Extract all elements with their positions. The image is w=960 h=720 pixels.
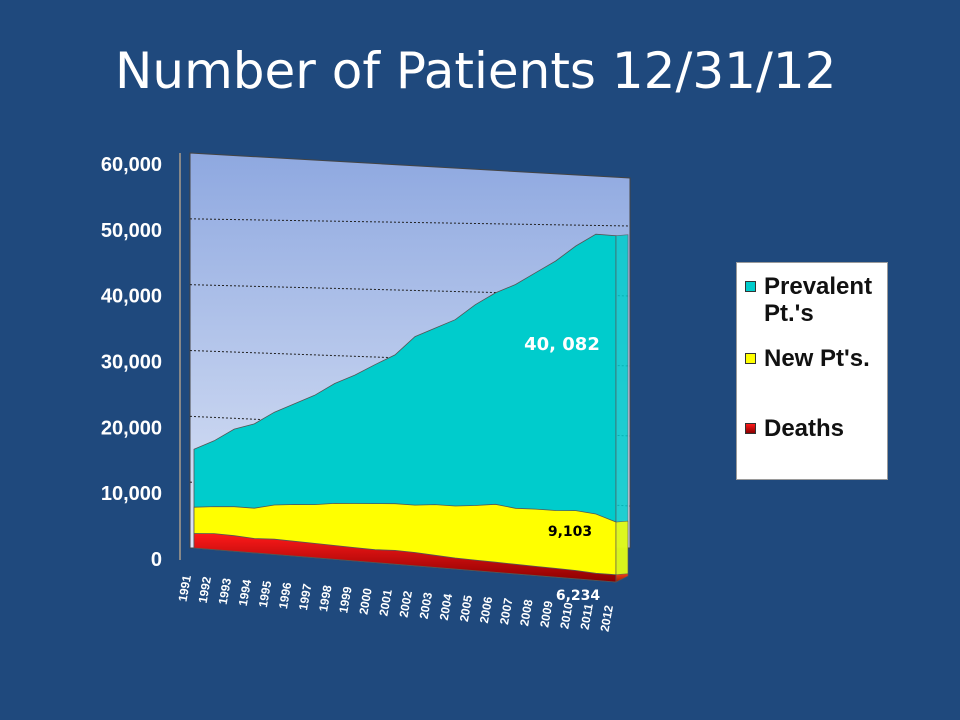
data-annotations: 40, 082 9,103 6,234 [524, 334, 600, 604]
x-tick-label: 1991 [176, 574, 194, 603]
x-tick-label: 2002 [397, 589, 415, 618]
x-tick-label: 2009 [537, 599, 555, 628]
legend-item-new: New Pt's. [745, 345, 884, 372]
legend-label-prevalent: Prevalent Pt.'s [764, 273, 873, 327]
legend-label-new: New Pt's. [764, 345, 870, 372]
x-tick-label: 2011 [578, 602, 596, 630]
x-tick-label: 2007 [497, 597, 515, 626]
x-tick-label: 2004 [437, 592, 455, 621]
y-tick-label: 30,000 [101, 352, 162, 374]
series-new-area-side [615, 520, 629, 583]
series-layer [193, 233, 629, 583]
series-new-area [193, 502, 617, 583]
chart-legend: Prevalent Pt.'s New Pt's. Deaths [736, 262, 888, 480]
x-tick-label: 1997 [296, 582, 314, 611]
x-tick-label: 1999 [336, 585, 354, 614]
data-label-2: 6,234 [556, 588, 601, 604]
x-tick-label: 2000 [356, 587, 374, 616]
y-tick-label: 40,000 [101, 286, 162, 308]
slide-title: Number of Patients 12/31/12 [115, 42, 837, 100]
x-tick-label: 2003 [417, 591, 435, 620]
legend-item-deaths: Deaths [745, 415, 884, 442]
legend-label-deaths: Deaths [764, 415, 845, 442]
y-tick-label: 20,000 [101, 417, 162, 439]
y-tick-label: 60,000 [101, 154, 162, 176]
gridline-50000 [189, 218, 631, 227]
y-axis-ticks: 0 10,000 20,000 30,000 40,000 50,000 60,000 [101, 154, 162, 571]
gridline-40000 [189, 284, 631, 297]
x-tick-label: 2012 [598, 604, 616, 633]
x-tick-label: 2005 [457, 594, 475, 623]
x-tick-label: 2008 [517, 598, 535, 627]
x-tick-label: 1996 [276, 581, 294, 610]
x-tick-label: 1994 [236, 578, 254, 607]
y-tick-label: 0 [151, 549, 162, 571]
x-axis-ticks: 1991 1992 1993 1994 1995 1996 1997 1998 1999 2000… [176, 574, 616, 633]
x-tick-label: 2006 [477, 595, 495, 624]
legend-swatch-new [745, 353, 756, 364]
y-tick-label: 10,000 [101, 483, 162, 505]
x-tick-label: 1993 [216, 577, 234, 606]
x-tick-label: 2010 [557, 601, 575, 630]
series-deaths-area [193, 533, 617, 583]
x-tick-label: 1992 [196, 575, 214, 604]
legend-swatch-deaths [745, 423, 756, 434]
data-label-0: 40, 082 [524, 334, 600, 355]
x-tick-label: 2001 [376, 588, 394, 617]
data-label-1: 9,103 [548, 524, 592, 540]
x-tick-label: 1995 [256, 579, 274, 608]
x-tick-label: 1998 [316, 584, 334, 613]
legend-swatch-prevalent [745, 281, 756, 292]
series-prevalent-area [193, 233, 617, 583]
legend-item-prevalent: Prevalent Pt.'s [745, 273, 884, 327]
series-deaths-area-side [615, 573, 629, 583]
y-tick-label: 50,000 [101, 220, 162, 242]
